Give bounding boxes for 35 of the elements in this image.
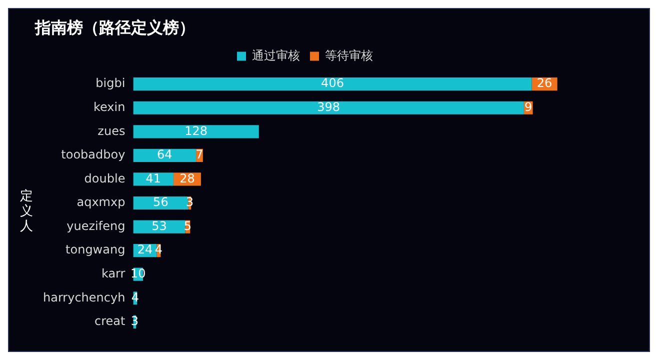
data-label: 53	[152, 218, 167, 233]
data-label: 406	[321, 76, 344, 90]
y-tick-label: double	[84, 171, 126, 186]
chart-title: 指南榜（路径定义榜）	[34, 18, 195, 37]
data-label: 7	[196, 148, 204, 162]
y-tick-label: tongwang	[66, 242, 126, 257]
y-tick-label: harrychencyh	[42, 290, 126, 304]
legend-label: 通过审核	[252, 48, 300, 62]
data-label: 56	[153, 195, 168, 210]
bar	[133, 101, 524, 114]
data-label: 398	[317, 100, 340, 114]
data-label: 128	[184, 124, 208, 138]
y-axis-title: 定义人	[20, 189, 34, 234]
legend-label: 等待审核	[325, 48, 373, 62]
data-label: 3	[186, 195, 194, 210]
bar	[133, 125, 259, 138]
bar	[133, 148, 196, 162]
y-tick-label: toobadboy	[61, 148, 126, 162]
y-tick-label: bigbi	[96, 76, 126, 90]
data-label: 9	[524, 100, 532, 114]
y-tick-label: yuezifeng	[66, 218, 126, 233]
y-tick-label: kexin	[93, 100, 126, 114]
y-tick-label: zues	[98, 124, 126, 138]
data-label: 64	[156, 148, 172, 162]
y-tick-label: aqxmxp	[76, 195, 126, 210]
data-label: 3	[130, 314, 139, 328]
y-tick-label: creat	[94, 314, 126, 328]
data-label: 28	[180, 171, 195, 186]
data-label: 26	[536, 76, 552, 90]
bar	[133, 220, 186, 234]
bar	[133, 172, 174, 186]
data-label: 41	[146, 171, 161, 186]
bar	[133, 78, 532, 91]
data-label: 24	[137, 242, 153, 257]
y-tick-label: karr	[101, 266, 126, 280]
